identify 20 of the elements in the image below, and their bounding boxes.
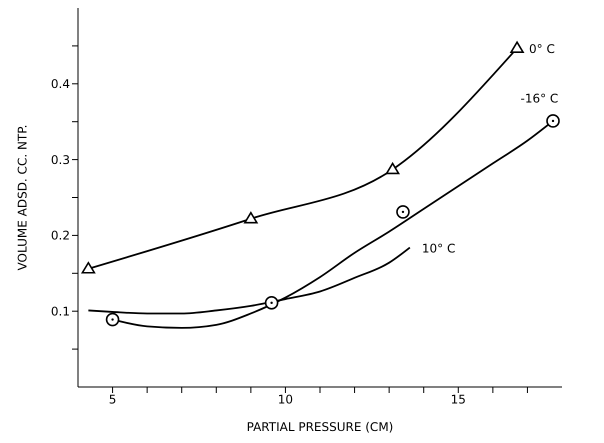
- point: [106, 312, 120, 326]
- point: [244, 212, 258, 224]
- point: [510, 41, 524, 53]
- series-label: 10° C: [422, 242, 456, 256]
- y-tick-label: 0.1: [50, 304, 70, 318]
- y-tick-label: 0.3: [50, 152, 70, 167]
- point: [386, 162, 400, 174]
- x-axis-title: PARTIAL PRESSURE (CM): [246, 420, 394, 434]
- point: [82, 262, 96, 274]
- y-axis-title: VOLUME ADSD. CC. NTP.: [15, 124, 30, 270]
- y-tick-label: 0.2: [50, 228, 70, 243]
- x-tick-label: 5: [108, 392, 116, 407]
- x-tick-label: 10: [278, 392, 294, 407]
- point: [546, 114, 560, 128]
- series-label: 0° C: [529, 42, 555, 56]
- y-tick-label: 0.4: [50, 77, 70, 92]
- x-tick-label: 15: [450, 392, 466, 407]
- point: [264, 296, 278, 310]
- point: [396, 205, 410, 219]
- series-label: -16° C: [520, 91, 558, 106]
